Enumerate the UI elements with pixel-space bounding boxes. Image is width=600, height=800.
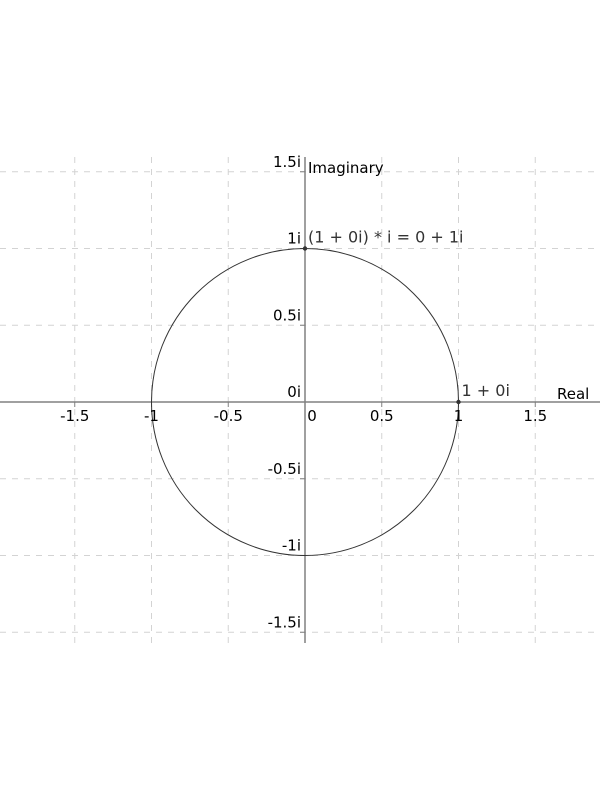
x-tick-label: 1.5 (523, 407, 547, 425)
y-tick-label: -0.5i (268, 460, 301, 478)
data-point-label: (1 + 0i) * i = 0 + 1i (308, 228, 463, 247)
y-tick-label: 0.5i (273, 306, 301, 324)
y-tick-label: 0i (287, 383, 301, 401)
x-tick-label: -0.5 (214, 407, 243, 425)
data-points: 1 + 0i (1 + 0i) * i = 0 + 1i (302, 228, 510, 405)
data-point (456, 399, 461, 405)
x-tick-label: 1 (454, 407, 464, 425)
y-tick-label: -1.5i (268, 613, 301, 631)
tick-labels: -1.5 -1 -0.5 0 0.5 1 1.5 1.5i 1i 0.5i 0i -0.5i -1i -1… (60, 153, 547, 632)
x-axis-label: Real (557, 385, 589, 403)
data-point-label: 1 + 0i (462, 381, 510, 400)
x-tick-label: -1.5 (60, 407, 89, 425)
y-tick-label: 1.5i (273, 153, 301, 171)
y-tick-label: 1i (287, 230, 301, 248)
x-tick-label: 0.5 (370, 407, 394, 425)
x-tick-label: 0 (307, 407, 317, 425)
x-tick-label: -1 (144, 407, 159, 425)
y-tick-label: -1i (282, 537, 301, 555)
data-point (302, 246, 308, 251)
y-axis-label: Imaginary (308, 159, 384, 177)
